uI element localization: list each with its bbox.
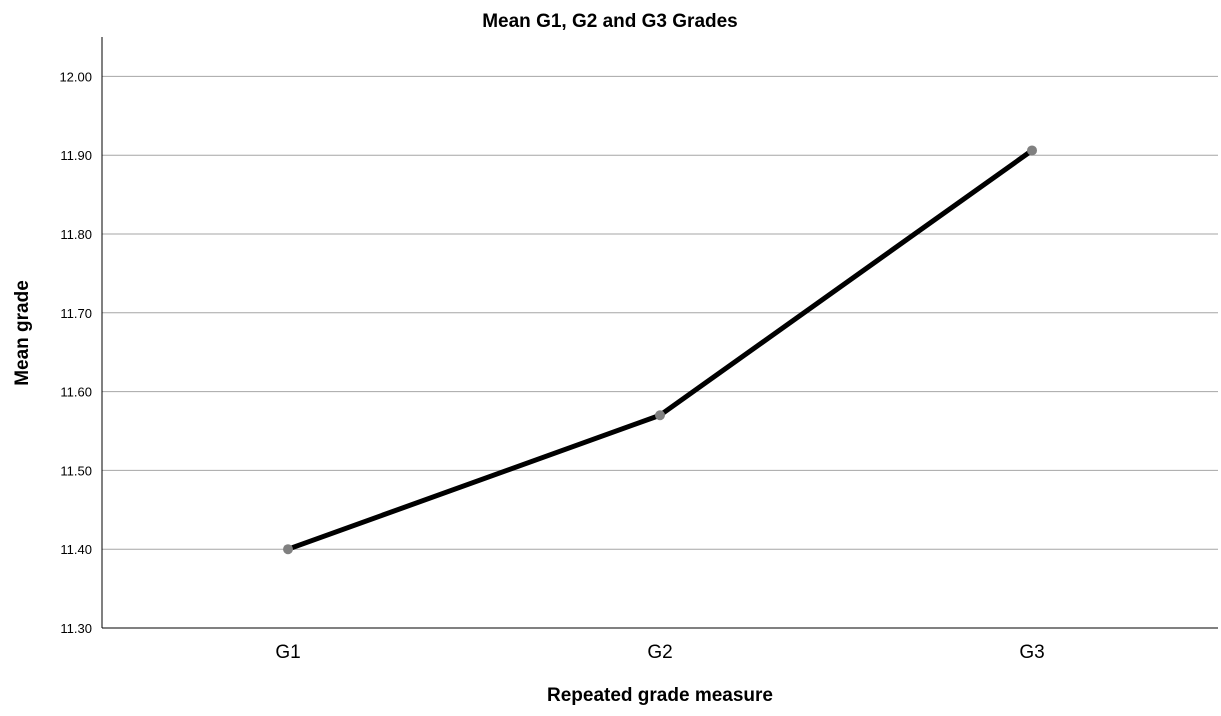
x-axis-label: Repeated grade measure	[547, 685, 773, 706]
y-tick-label: 11.70	[60, 306, 92, 321]
y-tick-label: 11.60	[60, 385, 92, 400]
y-tick-label: 12.00	[59, 69, 92, 84]
x-tick-label: G2	[647, 642, 672, 663]
x-tick-labels: G1 G2 G3	[275, 642, 1044, 663]
axes	[101, 37, 1218, 629]
x-tick-label: G1	[275, 642, 300, 663]
data-point	[655, 410, 665, 421]
x-tick-label: G3	[1019, 642, 1044, 663]
data-point	[283, 544, 293, 555]
y-tick-label: 11.90	[60, 148, 92, 163]
markers	[283, 145, 1037, 555]
y-axis-label: Mean grade	[12, 280, 33, 386]
series-line	[285, 147, 1035, 552]
y-tick-label: 11.40	[60, 542, 92, 557]
y-tick-label: 11.30	[60, 621, 92, 636]
chart-title: Mean G1, G2 and G3 Grades	[482, 11, 738, 32]
y-tick-label: 11.50	[60, 463, 92, 478]
gridlines	[102, 75, 1218, 550]
series	[285, 147, 1035, 552]
data-point	[1027, 145, 1037, 156]
y-tick-label: 11.80	[60, 227, 92, 242]
y-tick-labels: 11.30 11.40 11.50 11.60 11.70 11.80 11.90 12.00	[59, 69, 92, 636]
